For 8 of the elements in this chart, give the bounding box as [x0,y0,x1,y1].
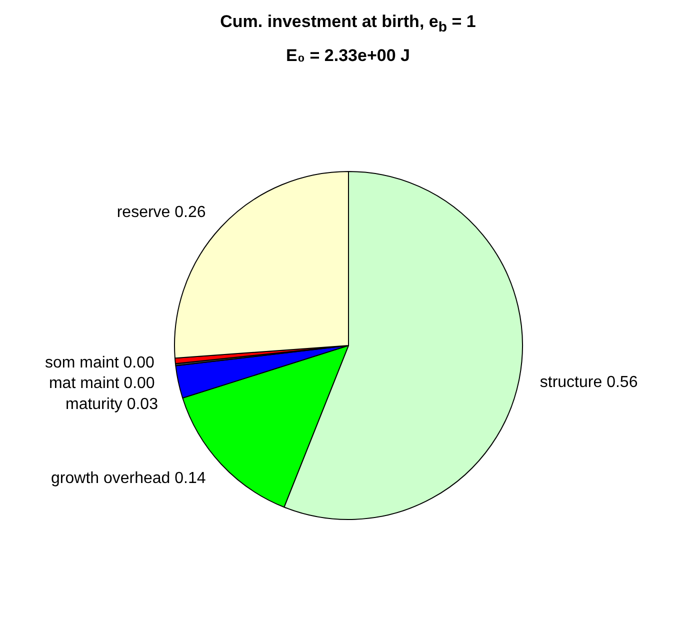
chart-subtitle: E₀ = 2.33e+00 J [285,44,411,67]
chart-title: Cum. investment at birth, e$_{b}$ = 1 [219,11,477,38]
slice-label: reserve 0.26 [116,204,206,222]
slice-label: growth overhead 0.14 [51,470,206,487]
slice-label: structure 0.56 [540,374,638,391]
slice-label: maturity 0.03 [65,396,158,414]
slice-label: mat maint 0.00 [48,375,155,392]
slice-label: som maint 0.00 [45,354,154,372]
